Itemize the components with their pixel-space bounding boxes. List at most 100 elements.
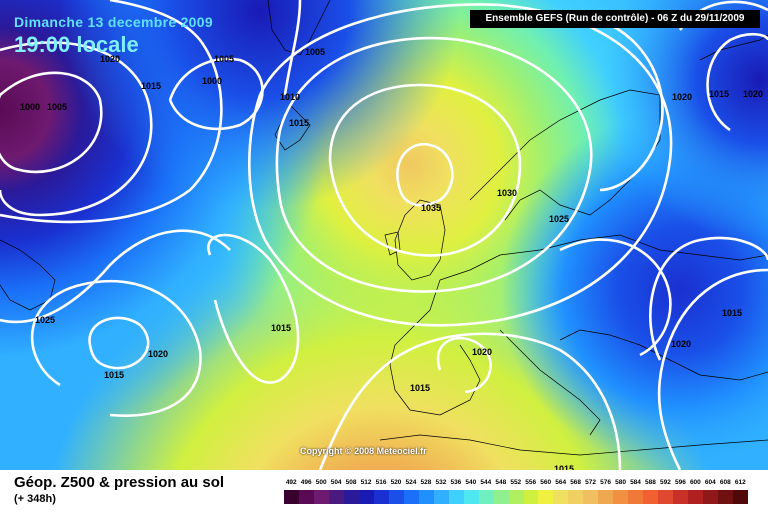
scale-label: 544 xyxy=(480,479,492,486)
scale-label: 588 xyxy=(645,479,656,486)
scale-swatch xyxy=(508,490,524,504)
scale-swatch xyxy=(658,490,674,504)
model-run-label: Ensemble GEFS (Run de contrôle) - 06 Z d… xyxy=(470,10,760,28)
isobar-label: 1015 xyxy=(289,118,309,128)
copyright-notice: Copyright © 2008 Meteociel.fr xyxy=(300,446,427,456)
scale-swatch xyxy=(718,490,734,504)
scale-label: 540 xyxy=(465,479,477,486)
isobar-label: 1015 xyxy=(410,383,430,393)
scale-label: 560 xyxy=(540,479,552,486)
scale-label: 608 xyxy=(719,479,731,486)
forecast-time: 19:00 locale xyxy=(14,32,139,57)
scale-label: 592 xyxy=(660,479,671,486)
isobar-label: 1015 xyxy=(554,464,574,470)
isobar-label: 1000 xyxy=(202,76,222,86)
isobar-label: 1000 xyxy=(20,102,40,112)
isobar-label: 1015 xyxy=(141,81,161,91)
scale-swatch xyxy=(328,490,344,504)
scale-swatch xyxy=(523,490,539,504)
scale-label: 496 xyxy=(300,479,312,486)
scale-label: 492 xyxy=(285,479,297,486)
scale-label: 532 xyxy=(435,479,447,486)
scale-label: 604 xyxy=(704,479,716,486)
isobar-label: 1015 xyxy=(104,370,124,380)
legend-subtitle: (+ 348h) xyxy=(14,493,56,505)
scale-swatch xyxy=(478,490,494,504)
scale-label: 516 xyxy=(375,479,387,486)
scale-swatch xyxy=(284,490,299,504)
scale-swatch xyxy=(583,490,599,504)
scale-swatch xyxy=(553,490,569,504)
scale-label: 564 xyxy=(555,479,567,486)
scale-label: 584 xyxy=(630,479,641,486)
scale-swatch xyxy=(733,490,749,504)
legend-title: Géop. Z500 & pression au sol xyxy=(14,474,225,491)
isobar-label: 1030 xyxy=(497,188,517,198)
scale-swatch xyxy=(418,490,434,504)
color-scale-labels: 492 496 500 504 508 512 516 520 524 528 532 536 540 5… xyxy=(284,479,748,489)
scale-label: 600 xyxy=(689,479,701,486)
coastlines xyxy=(0,0,768,456)
scale-swatch xyxy=(613,490,629,504)
scale-label: 552 xyxy=(510,479,522,486)
isobar-label: 1010 xyxy=(280,92,300,102)
scale-label: 568 xyxy=(570,479,582,486)
weather-map: 1020 1015 1005 1000 1000 1005 1005 1010 … xyxy=(0,0,768,470)
scale-label: 576 xyxy=(600,479,611,486)
scale-label: 596 xyxy=(674,479,686,486)
scale-swatch xyxy=(358,490,374,504)
scale-label: 508 xyxy=(345,479,357,486)
scale-swatch xyxy=(703,490,719,504)
isobar-label: 1020 xyxy=(472,347,492,357)
isobar-label: 1015 xyxy=(709,89,729,99)
scale-label: 580 xyxy=(615,479,626,486)
scale-swatch xyxy=(433,490,449,504)
scale-label: 524 xyxy=(405,479,417,486)
isobar-label: 1015 xyxy=(722,308,742,318)
scale-swatch xyxy=(298,490,314,504)
scale-swatch xyxy=(673,490,689,504)
isobar-label: 1015 xyxy=(271,323,291,333)
scale-label: 528 xyxy=(420,479,432,486)
scale-swatch xyxy=(538,490,554,504)
isobar-label: 1020 xyxy=(671,339,691,349)
scale-swatch xyxy=(493,490,509,504)
isobar-label: 1020 xyxy=(743,89,763,99)
isobar-label: 1020 xyxy=(672,92,692,102)
scale-swatch xyxy=(448,490,464,504)
scale-swatch xyxy=(388,490,404,504)
scale-swatch xyxy=(343,490,359,504)
isobar-label: 1005 xyxy=(305,47,325,57)
northeast-low-area xyxy=(0,0,768,470)
scale-label: 520 xyxy=(390,479,402,486)
isobar-label: 1020 xyxy=(148,349,168,359)
scale-swatch xyxy=(598,490,614,504)
scale-swatch xyxy=(463,490,479,504)
isobar-label: 1005 xyxy=(214,54,234,64)
scale-label: 572 xyxy=(585,479,597,486)
scale-swatch xyxy=(373,490,389,504)
scale-label: 536 xyxy=(450,479,462,486)
scale-swatch xyxy=(568,490,584,504)
scale-label: 512 xyxy=(360,479,372,486)
color-scale-bar xyxy=(284,490,749,504)
scale-swatch xyxy=(688,490,704,504)
isobar-label: 1005 xyxy=(47,102,67,112)
scale-swatch xyxy=(643,490,659,504)
forecast-date: Dimanche 13 decembre 2009 xyxy=(14,14,213,30)
scale-label: 548 xyxy=(495,479,507,486)
scale-swatch xyxy=(628,490,644,504)
scale-label: 612 xyxy=(734,479,746,486)
isobar-labels: 1020 1015 1005 1000 1000 1005 1005 1010 … xyxy=(20,47,763,470)
map-svg: 1020 1015 1005 1000 1000 1005 1005 1010 … xyxy=(0,0,768,470)
scale-swatch xyxy=(403,490,419,504)
scale-label: 500 xyxy=(315,479,327,486)
isobar-label: 1020 xyxy=(100,54,120,64)
isobar-label: 1025 xyxy=(35,315,55,325)
isobar-label: 1025 xyxy=(549,214,569,224)
scale-label: 504 xyxy=(330,479,342,486)
scale-label: 556 xyxy=(525,479,537,486)
scale-swatch xyxy=(313,490,329,504)
legend-footer: Géop. Z500 & pression au sol (+ 348h) 49… xyxy=(0,470,768,512)
isobar-label: 1035 xyxy=(421,203,441,213)
